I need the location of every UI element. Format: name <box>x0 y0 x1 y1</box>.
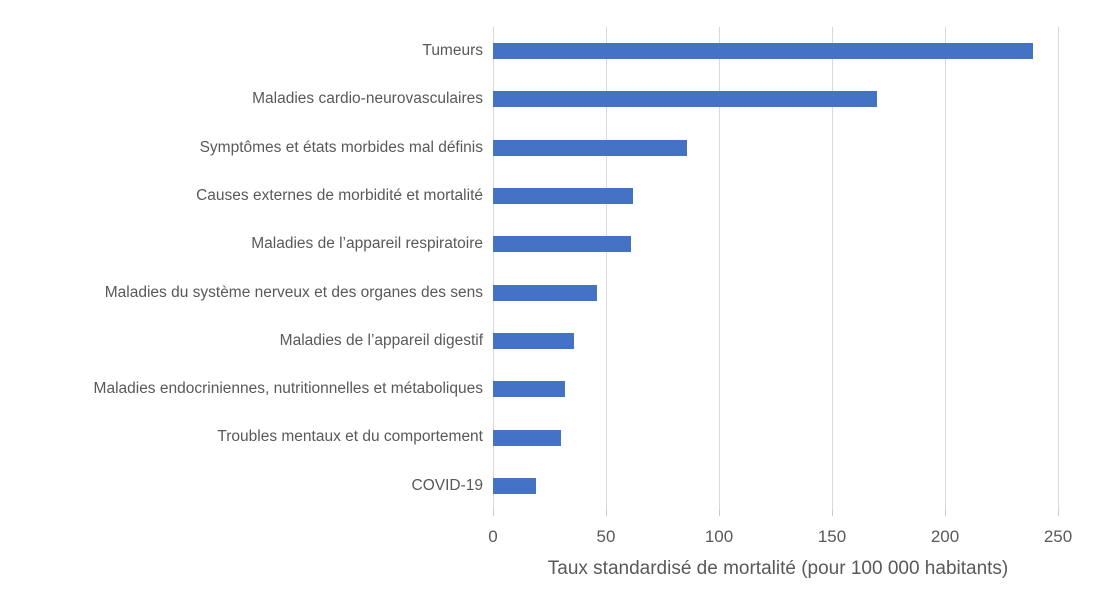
bar <box>493 188 633 204</box>
plot-area <box>493 27 1063 510</box>
tick-mark-x-100 <box>719 510 720 516</box>
gridline-x-0 <box>493 27 494 510</box>
category-label: Maladies de l’appareil respiratoire <box>251 235 483 253</box>
x-tick-label-0: 0 <box>488 527 498 546</box>
tick-mark-x-150 <box>832 510 833 516</box>
bar <box>493 478 536 494</box>
bar <box>493 333 574 349</box>
tick-mark-x-0 <box>493 510 494 516</box>
gridline-x-250 <box>1058 27 1059 510</box>
category-label: Symptômes et états morbides mal définis <box>199 138 483 156</box>
x-axis-title: Taux standardisé de mortalité (pour 100 … <box>547 558 1009 579</box>
category-label: Maladies endocriniennes, nutritionnelles… <box>93 380 483 398</box>
tick-mark-x-250 <box>1058 510 1059 516</box>
gridline-x-50 <box>606 27 607 510</box>
bar <box>493 430 561 446</box>
bar <box>493 91 877 107</box>
x-tick-label-200: 200 <box>930 527 960 546</box>
tick-mark-x-200 <box>945 510 946 516</box>
x-tick-label-100: 100 <box>704 527 734 546</box>
bar <box>493 236 631 252</box>
category-label: Maladies du système nerveux et des organ… <box>104 283 483 301</box>
bar <box>493 140 687 156</box>
x-tick-label-250: 250 <box>1043 527 1073 546</box>
category-label: Causes externes de morbidité et mortalit… <box>196 186 483 204</box>
tick-mark-x-50 <box>606 510 607 516</box>
bar <box>493 43 1033 59</box>
gridline-x-150 <box>832 27 833 510</box>
category-label: Troubles mentaux et du comportement <box>217 428 483 446</box>
x-tick-label-50: 50 <box>596 527 616 546</box>
gridline-x-100 <box>719 27 720 510</box>
category-label: Tumeurs <box>422 42 483 59</box>
category-label: COVID-19 <box>411 476 484 494</box>
bar <box>493 285 597 301</box>
category-label: Maladies cardio-neurovasculaires <box>252 90 483 108</box>
bar <box>493 381 565 397</box>
category-label: Maladies de l’appareil digestif <box>279 331 483 349</box>
gridline-x-200 <box>945 27 946 510</box>
x-tick-label-150: 150 <box>817 527 847 546</box>
